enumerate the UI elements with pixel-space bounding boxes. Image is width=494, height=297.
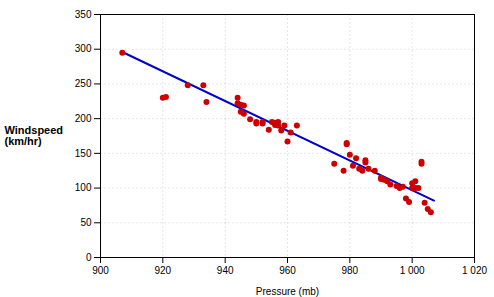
- svg-text:920: 920: [154, 265, 171, 276]
- svg-text:50: 50: [80, 217, 92, 228]
- svg-text:0: 0: [86, 252, 92, 263]
- svg-text:150: 150: [75, 148, 92, 159]
- svg-text:980: 980: [341, 265, 358, 276]
- svg-text:1 020: 1 020: [462, 265, 487, 276]
- svg-text:900: 900: [92, 265, 109, 276]
- svg-text:Windspeed(km/hr): Windspeed(km/hr): [5, 124, 64, 147]
- svg-text:350: 350: [75, 9, 92, 20]
- svg-text:200: 200: [75, 113, 92, 124]
- svg-text:1 000: 1 000: [400, 265, 425, 276]
- svg-text:250: 250: [75, 78, 92, 89]
- svg-text:100: 100: [75, 182, 92, 193]
- svg-text:300: 300: [75, 43, 92, 54]
- svg-text:Pressure (mb): Pressure (mb): [256, 286, 319, 297]
- svg-text:940: 940: [217, 265, 234, 276]
- svg-text:960: 960: [279, 265, 296, 276]
